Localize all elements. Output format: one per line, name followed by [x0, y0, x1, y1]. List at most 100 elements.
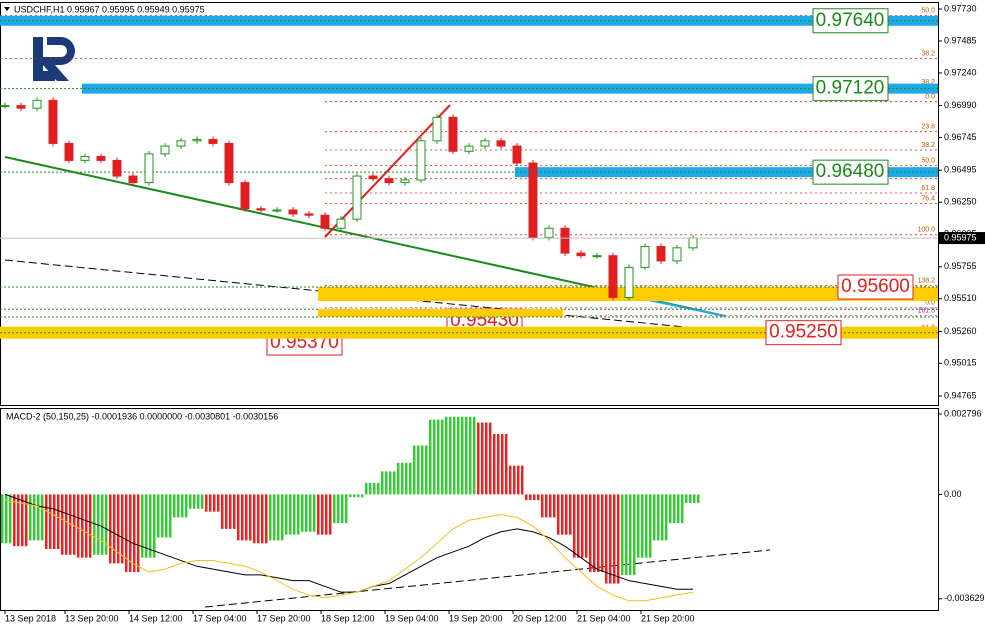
candle [496, 140, 506, 147]
y-tick-label: 0.94765 [944, 390, 977, 400]
macd-bar [505, 434, 508, 495]
macd-bar [249, 494, 252, 541]
macd-bar [77, 494, 80, 558]
chart-header: USDCHF,H1 0.95967 0.95995 0.95949 0.9597… [14, 4, 205, 14]
macd-bar [521, 465, 524, 495]
macd-bar [153, 494, 156, 558]
trend-line [4, 259, 716, 331]
macd-bar [181, 494, 184, 518]
macd-bar [373, 482, 376, 495]
macd-bar [341, 494, 344, 524]
macd-bar [89, 494, 92, 558]
candle [400, 179, 410, 184]
macd-bar [301, 494, 304, 532]
macd-bar [573, 494, 576, 558]
y-tick-label: 0.95260 [944, 326, 977, 336]
candle [672, 247, 682, 262]
macd-bar [689, 494, 692, 504]
fib-label: 38.2 [921, 142, 935, 149]
fib-label: 0.0 [925, 300, 935, 307]
macd-bar [565, 494, 568, 535]
macd-bar [221, 494, 224, 529]
macd-bar [381, 471, 384, 495]
candle [432, 116, 442, 142]
macd-label: MACD-2 (50,150,25) -0.0001936 0.0000000 … [6, 411, 278, 421]
candle [416, 140, 426, 181]
candle [192, 139, 202, 142]
macd-bar [553, 494, 556, 518]
macd-bar [345, 494, 348, 524]
macd-bar [433, 419, 436, 495]
macd-bar [9, 494, 12, 544]
macd-bar [409, 462, 412, 495]
macd-trend-line [204, 549, 771, 608]
macd-bar [585, 494, 588, 558]
macd-bar [285, 494, 288, 535]
macd-bar [53, 494, 56, 550]
macd-bar [493, 434, 496, 495]
macd-bar [569, 494, 572, 535]
macd-bar [197, 494, 200, 509]
macd-bar [609, 494, 612, 584]
macd-bar [113, 494, 116, 564]
macd-bar [369, 482, 372, 495]
candle [544, 227, 554, 238]
candle [448, 116, 458, 152]
macd-line [4, 499, 694, 602]
macd-bar [205, 494, 208, 512]
macd-bar [561, 494, 564, 535]
macd-bar [49, 494, 52, 550]
level-box [812, 76, 889, 102]
macd-bar [697, 494, 700, 504]
macd-bar [69, 494, 72, 555]
trend-line [324, 104, 451, 238]
fib-label: 61.8 [921, 185, 935, 192]
macd-bar [109, 494, 112, 564]
macd-bar [641, 494, 644, 558]
x-tick-label: 13 Sep 2018 [5, 613, 56, 623]
macd-bar [65, 494, 68, 555]
macd-bar [61, 494, 64, 555]
level-box [765, 320, 842, 346]
y-tick-label: 0.97240 [944, 67, 977, 77]
macd-bar [321, 494, 324, 535]
last-price-tag [938, 232, 985, 245]
macd-bar [293, 494, 296, 535]
candle [96, 155, 106, 161]
candle [240, 182, 250, 210]
menu-arrow[interactable] [4, 7, 10, 11]
macd-bar [29, 494, 32, 541]
candle [512, 145, 522, 164]
macd-bar [645, 494, 648, 558]
macd-bar [169, 494, 172, 538]
x-tick-label: 13 Sep 20:00 [65, 613, 119, 623]
macd-bar [173, 494, 176, 518]
macd-bar [21, 494, 24, 547]
macd-bar [25, 494, 28, 547]
macd-bar [601, 494, 604, 573]
macd-bar [105, 494, 108, 555]
macd-bar [473, 416, 476, 495]
fib-label: 23.6 [921, 124, 935, 131]
candle [272, 209, 282, 212]
macd-bar [33, 494, 36, 541]
macd-bar [257, 494, 260, 544]
macd-bar [589, 494, 592, 573]
macd-bar [273, 494, 276, 541]
macd-bar [437, 419, 440, 495]
macd-bar [457, 416, 460, 495]
macd-bar [441, 419, 444, 495]
level-label: 0.95250 [769, 322, 838, 343]
macd-bar [213, 494, 216, 512]
macd-bar [673, 494, 676, 524]
fib-label: 38.2 [921, 50, 935, 57]
fib-label: 0.0 [925, 94, 935, 101]
macd-bar [81, 494, 84, 558]
candle [224, 142, 234, 184]
macd-bar [577, 494, 580, 558]
main-panel [0, 2, 939, 406]
macd-bar [333, 494, 336, 524]
candle [576, 252, 586, 257]
candle [16, 105, 26, 109]
macd-bar [625, 494, 628, 575]
